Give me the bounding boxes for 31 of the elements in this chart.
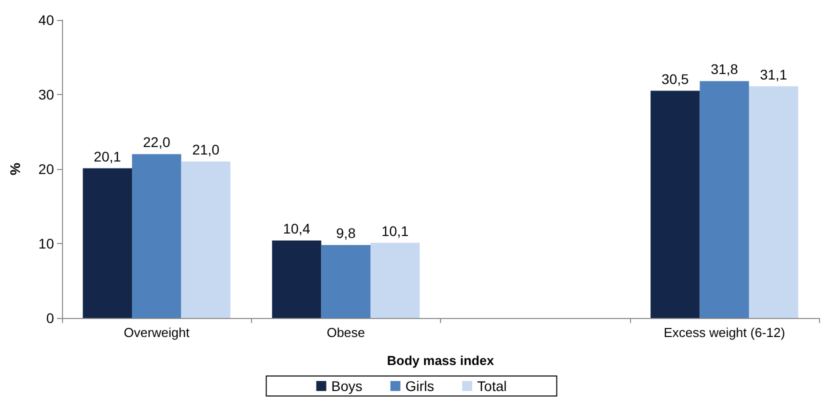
legend-label: Boys [331, 378, 362, 394]
data-label: 31,1 [760, 66, 788, 82]
bar [181, 162, 230, 318]
legend-label: Total [477, 378, 507, 394]
data-label: 22,0 [143, 134, 170, 150]
legend-label: Girls [405, 378, 434, 394]
data-label: 10,4 [283, 220, 311, 237]
y-tick-label: 30 [38, 86, 54, 102]
x-tick-label: Overweight [124, 325, 190, 340]
data-label: 30,5 [662, 70, 690, 87]
data-label: 20,1 [94, 148, 122, 164]
y-tick-label: 20 [38, 161, 54, 177]
data-label: 10,1 [381, 222, 409, 239]
bar [82, 168, 132, 318]
y-tick-label: 0 [46, 310, 54, 326]
bar [748, 86, 798, 318]
bar [272, 240, 322, 318]
x-axis-title: Body mass index [387, 353, 495, 368]
data-label: 31,8 [710, 61, 738, 78]
y-tick-label: 10 [38, 236, 54, 252]
bar [650, 90, 700, 318]
x-tick-label: Excess weight (6-12) [664, 325, 786, 340]
data-label: 9,8 [336, 224, 356, 241]
bar [132, 154, 182, 318]
bar [321, 244, 370, 318]
data-label: 21,0 [192, 142, 220, 158]
bar [700, 81, 749, 318]
y-axis-title: % [7, 162, 23, 176]
y-tick-label: 40 [38, 12, 54, 28]
x-tick-label: Obese [326, 325, 366, 340]
bar [370, 242, 420, 318]
